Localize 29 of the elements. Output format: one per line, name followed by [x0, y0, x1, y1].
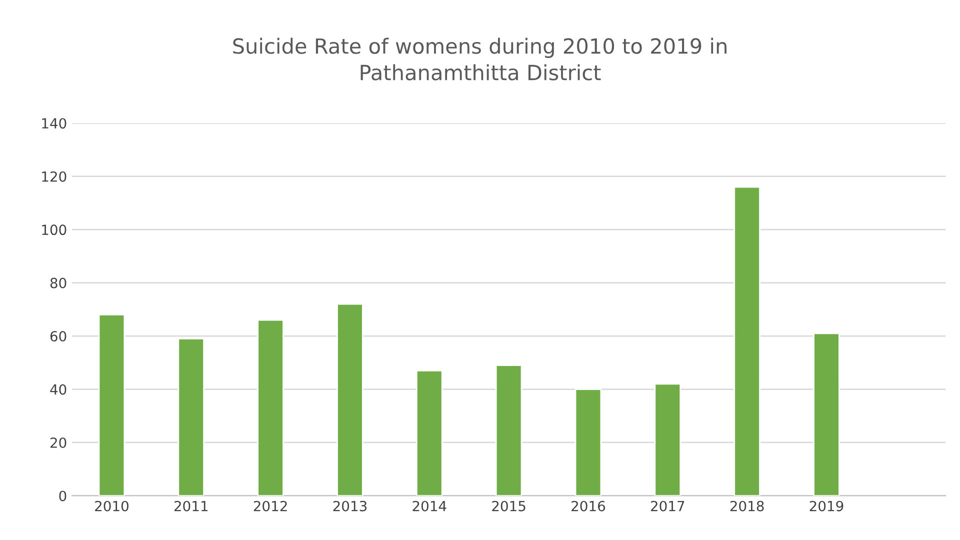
x-tick-label: 2012 [254, 500, 287, 512]
bar [178, 338, 205, 496]
y-tick-label: 40 [50, 384, 66, 395]
x-tick-label: 2013 [333, 500, 367, 512]
bar [98, 314, 126, 496]
bar [336, 303, 364, 496]
x-tick-label: 2017 [650, 500, 684, 512]
x-tick-label: 2015 [492, 500, 526, 512]
x-tick-label: 2011 [174, 500, 208, 512]
bar [734, 186, 760, 496]
y-tick-label: 0 [59, 490, 66, 502]
chart-title: Suicide Rate of womens during 2010 to 2019 in Pathanamthitta District [233, 38, 726, 80]
bar [416, 370, 443, 496]
bar [574, 388, 602, 496]
y-tick-label: 140 [42, 118, 66, 129]
x-tick-label: 2016 [572, 500, 606, 512]
bar [495, 364, 522, 496]
y-tick-label: 20 [50, 437, 66, 448]
y-tick-label: 80 [50, 278, 66, 288]
bar [654, 383, 682, 496]
bar [257, 319, 284, 496]
y-tick-label: 100 [42, 224, 66, 236]
x-tick-label: 2010 [95, 500, 128, 512]
y-tick-label: 120 [42, 171, 66, 182]
x-tick-label: 2014 [412, 500, 446, 512]
y-tick-label: 60 [50, 331, 66, 342]
bar [813, 332, 840, 496]
x-tick-label: 2018 [730, 500, 764, 512]
x-tick-label: 2019 [810, 500, 844, 512]
